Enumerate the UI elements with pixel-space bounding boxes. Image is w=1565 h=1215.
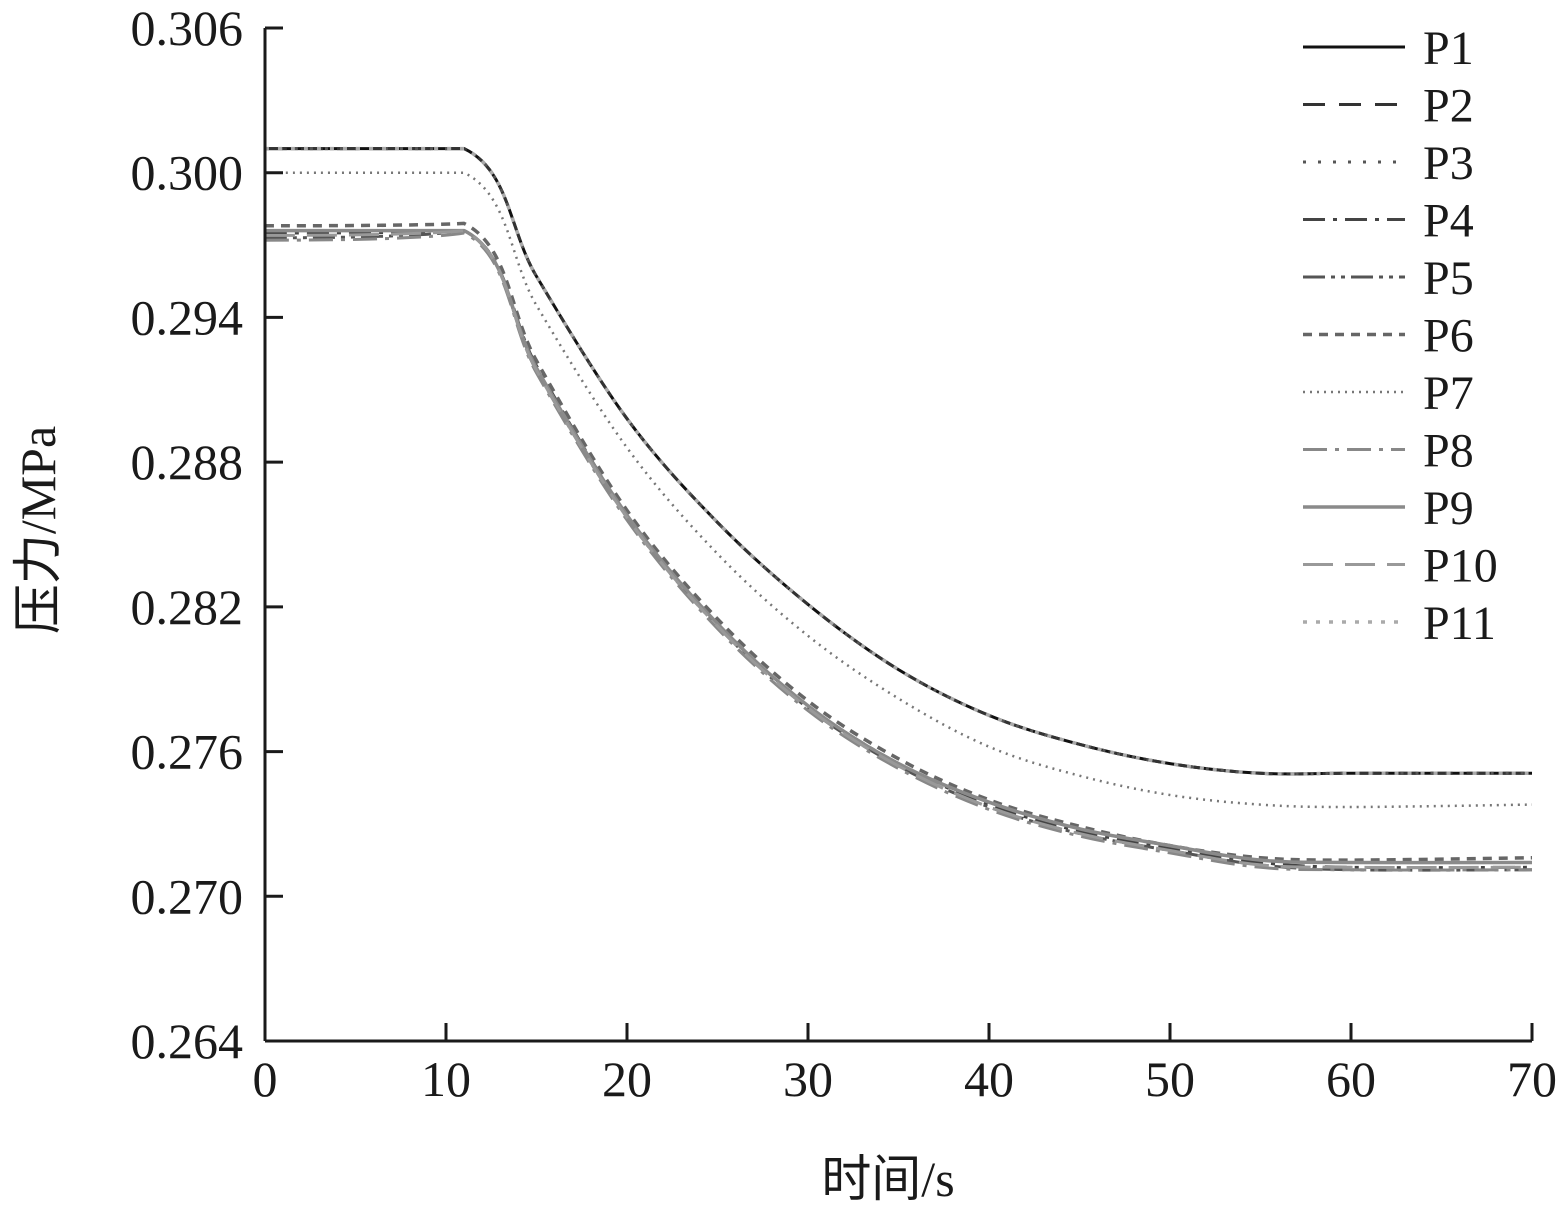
- x-tick-label: 30: [783, 1051, 833, 1107]
- y-tick-label: 0.276: [131, 724, 244, 780]
- x-tick-label: 60: [1326, 1051, 1376, 1107]
- legend-label-p4: P4: [1423, 195, 1474, 248]
- legend-label-p1: P1: [1423, 22, 1474, 75]
- y-tick-label: 0.282: [131, 579, 244, 635]
- legend-label-p5: P5: [1423, 252, 1474, 305]
- legend-label-p8: P8: [1423, 425, 1474, 478]
- y-tick-label: 0.300: [131, 145, 244, 201]
- x-tick-label: 10: [421, 1051, 471, 1107]
- y-tick-label: 0.288: [131, 434, 244, 490]
- y-tick-label: 0.294: [131, 289, 244, 345]
- series-line-p8: [264, 231, 1533, 872]
- series-line-p3: [265, 147, 1532, 776]
- series-line-p1: [265, 147, 1532, 776]
- x-tick-label: 20: [602, 1051, 652, 1107]
- series-line-p11: [265, 146, 1532, 776]
- legend-label-p6: P6: [1423, 310, 1474, 363]
- series-line-p6: [264, 221, 1533, 862]
- x-tick-label: 50: [1145, 1051, 1195, 1107]
- x-tick-label: 40: [964, 1051, 1014, 1107]
- series-line-p2: [265, 147, 1532, 776]
- y-tick-label: 0.306: [131, 0, 244, 56]
- legend-label-p9: P9: [1423, 482, 1474, 535]
- x-tick-label: 0: [253, 1051, 278, 1107]
- x-axis-title: 时间/s: [821, 1151, 954, 1207]
- y-tick-label: 0.270: [131, 868, 244, 924]
- ticks: 0 10 20 30 40 50 60 70 0.264 0.270 0.276 0.282 0.288…: [131, 0, 1558, 1107]
- legend-label-p7: P7: [1423, 367, 1474, 420]
- axes: [263, 28, 1532, 1043]
- y-tick-label: 0.264: [131, 1013, 244, 1069]
- legend-label-p10: P10: [1423, 540, 1498, 593]
- series-line-p7: [265, 171, 1533, 809]
- legend-label-p3: P3: [1423, 137, 1474, 190]
- x-tick-label: 70: [1507, 1051, 1557, 1107]
- plot-lines: [264, 146, 1533, 872]
- series-line-p9: [264, 228, 1533, 865]
- y-axis-title: 压力/MPa: [10, 426, 66, 634]
- legend-label-p2: P2: [1423, 80, 1474, 133]
- legend-label-p11: P11: [1423, 597, 1496, 650]
- series-line-p10: [264, 229, 1533, 869]
